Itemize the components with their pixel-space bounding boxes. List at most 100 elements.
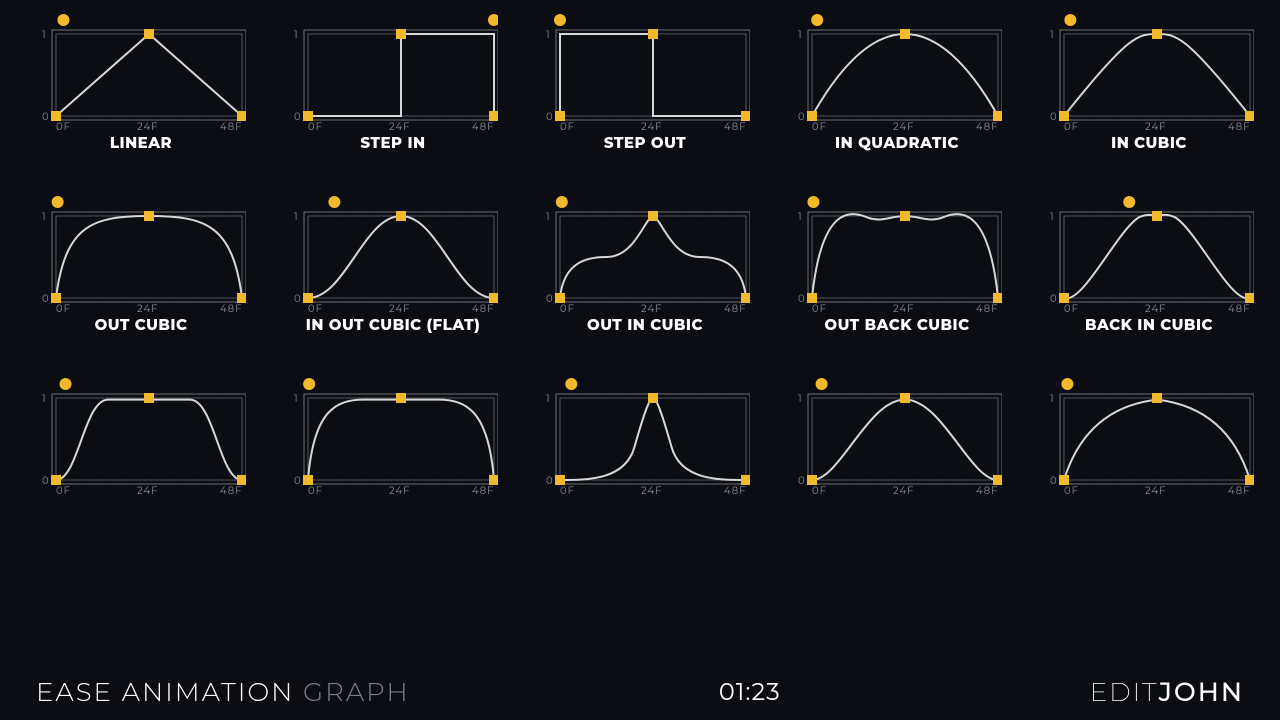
x-tick-label: 24F [137, 484, 158, 497]
timecode: 01:23 [719, 678, 781, 707]
y-tick-label: 1 [42, 392, 47, 405]
ease-cell: 010F24F48F [534, 374, 756, 497]
y-tick-label: 1 [294, 28, 299, 41]
page-title: EASE ANIMATION GRAPH [36, 676, 410, 708]
ease-cell: 010F24F48FIN QUADRATIC [786, 10, 1008, 152]
x-tick-label: 24F [893, 120, 914, 133]
keyframe-icon [648, 393, 658, 403]
y-tick-label: 0 [42, 474, 50, 487]
x-tick-label: 0F [560, 120, 575, 133]
x-tick-label: 24F [137, 302, 158, 315]
brand-a: EDIT [1090, 676, 1159, 708]
ease-cell: 010F24F48FLINEAR [30, 10, 252, 152]
ease-cell: 010F24F48F OUT BACK CUBIC [786, 192, 1008, 334]
x-tick-label: 0F [56, 484, 71, 497]
y-tick-label: 1 [294, 392, 299, 405]
ease-cell: 010F24F48FSTEP IN [282, 10, 504, 152]
keyframe-icon [1152, 393, 1162, 403]
x-tick-label: 48F [1228, 302, 1250, 315]
x-tick-label: 24F [893, 484, 914, 497]
x-tick-label: 0F [812, 484, 827, 497]
ease-cell: 010F24F48FOUT IN CUBIC [534, 192, 756, 334]
y-tick-label: 1 [798, 392, 803, 405]
ease-svg [540, 192, 750, 307]
ease-svg [540, 10, 750, 125]
ease-label: OUT BACK CUBIC [824, 315, 969, 334]
playhead-dot-icon [328, 196, 340, 208]
ease-label: BACK IN CUBIC [1085, 315, 1213, 334]
ease-cell: 010F24F48FIN CUBIC [1038, 10, 1260, 152]
ease-cell: 010F24F48F [1038, 374, 1260, 497]
keyframe-icon [648, 211, 658, 221]
y-tick-label: 0 [546, 474, 554, 487]
ease-curve [1064, 215, 1250, 298]
y-tick-label: 1 [546, 392, 551, 405]
ease-label: IN CUBIC [1111, 133, 1187, 152]
ease-plot: 010F24F48F [288, 10, 498, 125]
x-tick-label: 0F [560, 484, 575, 497]
y-tick-label: 0 [42, 292, 50, 305]
ease-plot: 010F24F48F [792, 10, 1002, 125]
ease-cell: 010F24F48FOUT CUBIC [30, 192, 252, 334]
playhead-dot-icon [1123, 196, 1135, 208]
ease-curve [308, 216, 494, 298]
y-tick-label: 1 [798, 210, 803, 223]
ease-plot: 010F24F48F [288, 192, 498, 307]
ease-svg [540, 374, 750, 489]
y-tick-label: 1 [546, 28, 551, 41]
ease-curve [56, 216, 242, 298]
keyframe-icon [144, 211, 154, 221]
ease-curve [560, 216, 746, 298]
ease-svg [792, 10, 1002, 125]
x-tick-label: 0F [812, 302, 827, 315]
playhead-dot-icon [816, 378, 828, 390]
x-tick-label: 24F [641, 302, 662, 315]
y-tick-label: 0 [1050, 474, 1058, 487]
ease-plot: 010F24F48F [792, 192, 1002, 307]
y-tick-label: 1 [294, 210, 299, 223]
keyframe-icon [648, 29, 658, 39]
ease-svg [36, 374, 246, 489]
ease-plot: 010F24F48F [36, 192, 246, 307]
ease-svg [36, 192, 246, 307]
ease-svg [792, 192, 1002, 307]
y-tick-label: 0 [546, 292, 554, 305]
x-tick-label: 0F [812, 120, 827, 133]
ease-curve [812, 214, 998, 298]
y-tick-label: 0 [798, 474, 806, 487]
x-tick-label: 24F [389, 302, 410, 315]
playhead-dot-icon [556, 196, 568, 208]
y-tick-label: 1 [798, 28, 803, 41]
ease-curve [308, 400, 494, 480]
ease-curve [308, 34, 494, 116]
y-tick-label: 0 [798, 110, 806, 123]
ease-label: IN OUT CUBIC (FLAT) [306, 315, 481, 334]
ease-svg [36, 10, 246, 125]
y-tick-label: 0 [1050, 110, 1058, 123]
ease-plot: 010F24F48F [1044, 374, 1254, 489]
x-tick-label: 48F [220, 120, 242, 133]
x-tick-label: 0F [1064, 484, 1079, 497]
x-tick-label: 0F [1064, 302, 1079, 315]
ease-plot: 010F24F48F [540, 192, 750, 307]
y-tick-label: 1 [1050, 210, 1055, 223]
y-tick-label: 0 [294, 474, 302, 487]
keyframe-icon [144, 393, 154, 403]
x-tick-label: 0F [560, 302, 575, 315]
x-tick-label: 24F [389, 120, 410, 133]
x-tick-label: 48F [976, 484, 998, 497]
x-tick-label: 48F [220, 302, 242, 315]
x-tick-label: 0F [1064, 120, 1079, 133]
title-sub: GRAPH [303, 676, 410, 708]
ease-curve [56, 400, 242, 480]
ease-svg [288, 192, 498, 307]
keyframe-icon [900, 211, 910, 221]
y-tick-label: 1 [42, 28, 47, 41]
playhead-dot-icon [1061, 378, 1073, 390]
ease-curve [1064, 400, 1250, 480]
y-tick-label: 1 [1050, 28, 1055, 41]
brand-b: JOHN [1159, 676, 1244, 708]
keyframe-icon [900, 393, 910, 403]
y-tick-label: 1 [42, 210, 47, 223]
ease-curve [560, 398, 746, 480]
